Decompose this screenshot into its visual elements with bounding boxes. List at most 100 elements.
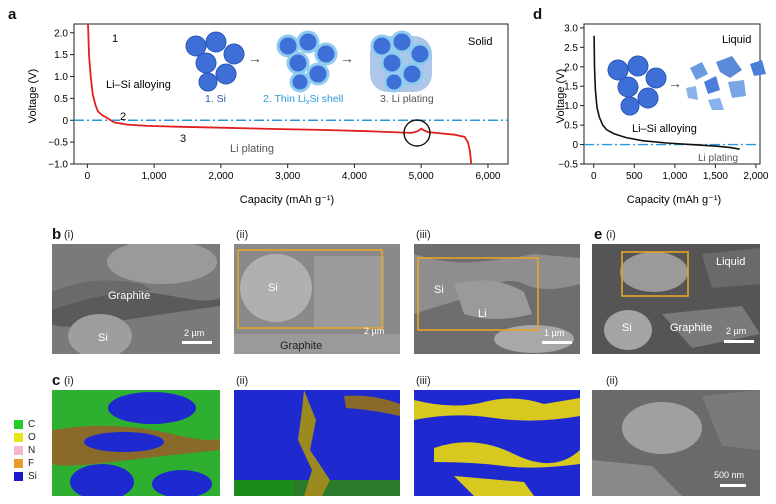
x-tick-label: 500 bbox=[626, 171, 643, 182]
scale-bar bbox=[720, 484, 746, 487]
chart-a-xlabel: Capacity (mAh g⁻¹) bbox=[240, 194, 334, 206]
schematic-fractured-particles bbox=[686, 56, 766, 110]
sem-image-b-iii: Si Li 1 µm bbox=[414, 244, 580, 354]
scale-bar-label: 2 µm bbox=[364, 326, 385, 336]
alloying-label: Li–Si alloying bbox=[106, 79, 171, 91]
sem-image-b-i: Graphite Si 2 µm bbox=[52, 244, 220, 354]
y-tick-label: 0 bbox=[572, 140, 578, 151]
sem-label-graphite: Graphite bbox=[670, 322, 713, 334]
schematic-arrow-1: → bbox=[248, 50, 262, 66]
schematic-arrow-2: → bbox=[340, 50, 354, 66]
sub-label-e-ii: (ii) bbox=[606, 375, 619, 387]
sem-label-graphite: Graphite bbox=[280, 340, 323, 352]
x-tick-label: 5,000 bbox=[409, 171, 434, 182]
x-tick-label: 2,000 bbox=[208, 171, 233, 182]
x-tick-label: 0 bbox=[591, 171, 597, 182]
plating-label-liquid: Li plating bbox=[698, 153, 738, 164]
legend-item: O bbox=[14, 431, 37, 444]
edx-legend: C O N F Si bbox=[14, 418, 37, 483]
legend-item: F bbox=[14, 457, 37, 470]
y-tick-label: 2.0 bbox=[54, 28, 68, 39]
sub-label-c-iii: (iii) bbox=[416, 375, 431, 387]
sub-label-e-i: (i) bbox=[606, 229, 616, 241]
x-tick-label: 1,000 bbox=[142, 171, 167, 182]
chart-a-ylabel: Voltage (V) bbox=[27, 69, 39, 123]
stage-label-2: 2 bbox=[120, 111, 126, 123]
edx-map-c-i bbox=[52, 390, 220, 496]
y-tick-label: −1.0 bbox=[48, 160, 68, 171]
sem-label-liquid: Liquid bbox=[716, 256, 746, 268]
schematic-si-particles bbox=[185, 31, 245, 92]
sem-label-si: Si bbox=[622, 322, 632, 334]
y-tick-label: 1.0 bbox=[54, 72, 68, 83]
scale-bar bbox=[724, 340, 754, 343]
legend-swatch bbox=[14, 472, 23, 481]
x-tick-label: 6,000 bbox=[475, 171, 500, 182]
y-tick-label: 2.0 bbox=[564, 62, 578, 73]
panel-label-d: d bbox=[533, 6, 543, 23]
sem-image-e-ii: 500 nm bbox=[592, 390, 760, 496]
sub-label-b-ii: (ii) bbox=[236, 229, 249, 241]
legend-item: N bbox=[14, 444, 37, 457]
sem-label-si: Si bbox=[268, 282, 278, 294]
plot-frame bbox=[73, 23, 509, 165]
x-tick-label: 0 bbox=[85, 171, 91, 182]
alloying-label-liquid: Li–Si alloying bbox=[632, 123, 697, 135]
legend-swatch bbox=[14, 433, 23, 442]
schematic-label-3: 3. Li plating bbox=[380, 93, 434, 105]
y-tick-label: 1.5 bbox=[54, 50, 68, 61]
scale-bar-label: 500 nm bbox=[714, 470, 745, 480]
sem-label-si: Si bbox=[98, 332, 108, 344]
legend-label: C bbox=[28, 419, 36, 430]
schematic-label-2: 2. Thin LixSi shell bbox=[263, 93, 343, 106]
y-tick-label: 3.0 bbox=[564, 23, 578, 34]
li-plating-onset-circle bbox=[403, 119, 431, 147]
condition-label-solid: Solid bbox=[468, 36, 492, 48]
edx-map-c-ii bbox=[234, 390, 400, 496]
x-tick-label: 4,000 bbox=[342, 171, 367, 182]
chart-d-xlabel: Capacity (mAh g⁻¹) bbox=[627, 194, 721, 206]
legend-label: O bbox=[28, 432, 36, 443]
schematic-label-2-sub: x bbox=[306, 99, 310, 106]
sem-image-b-ii: Si Graphite 2 µm bbox=[234, 244, 400, 354]
chart-d: 0 500 1,000 1,500 2,000 −0.5 0 0.5 1.0 1.5 2.0 2.5 3… bbox=[555, 23, 769, 206]
scale-bar bbox=[542, 341, 572, 344]
panel-label-c: c bbox=[52, 372, 61, 389]
schematic-si-particles-liquid bbox=[607, 55, 667, 116]
sem-image-e-i: Liquid Si Graphite 2 µm bbox=[592, 244, 760, 354]
y-tick-label: −0.5 bbox=[558, 160, 578, 171]
plot-frame bbox=[583, 23, 761, 165]
sub-label-c-i: (i) bbox=[64, 375, 74, 387]
panel-label-b: b bbox=[52, 226, 62, 243]
sub-label-c-ii: (ii) bbox=[236, 375, 249, 387]
voltage-curve-liquid bbox=[593, 35, 740, 150]
x-tick-label: 2,000 bbox=[743, 171, 768, 182]
y-tick-label: 0.5 bbox=[564, 121, 578, 132]
legend-label: Si bbox=[28, 471, 37, 482]
legend-swatch bbox=[14, 446, 23, 455]
schematic-shell-particles bbox=[276, 30, 338, 93]
legend-label: F bbox=[28, 458, 35, 469]
stage-label-3: 3 bbox=[180, 133, 186, 145]
legend-swatch bbox=[14, 420, 23, 429]
legend-item: Si bbox=[14, 470, 37, 483]
y-tick-label: 2.5 bbox=[564, 43, 578, 54]
x-tick-label: 1,500 bbox=[703, 171, 728, 182]
panel-label-a: a bbox=[8, 6, 17, 23]
schematic-label-2a: 2. Thin Li bbox=[263, 93, 306, 105]
chart-d-ylabel: Voltage (V) bbox=[555, 69, 567, 123]
sub-label-b-iii: (iii) bbox=[416, 229, 431, 241]
schematic-label-2b: Si shell bbox=[310, 93, 344, 105]
legend-label: N bbox=[28, 445, 36, 456]
y-tick-label: 1.5 bbox=[564, 82, 578, 93]
x-tick-label: 1,000 bbox=[662, 171, 687, 182]
plating-label: Li plating bbox=[230, 143, 274, 155]
y-tick-label: 1.0 bbox=[564, 101, 578, 112]
legend-swatch bbox=[14, 459, 23, 468]
sem-label-si: Si bbox=[434, 284, 444, 296]
scale-bar-label: 1 µm bbox=[544, 328, 565, 338]
schematic-arrow-liquid: → bbox=[668, 75, 682, 91]
scale-bar-label: 2 µm bbox=[184, 328, 205, 338]
sem-label-graphite: Graphite bbox=[108, 290, 151, 302]
legend-item: C bbox=[14, 418, 37, 431]
